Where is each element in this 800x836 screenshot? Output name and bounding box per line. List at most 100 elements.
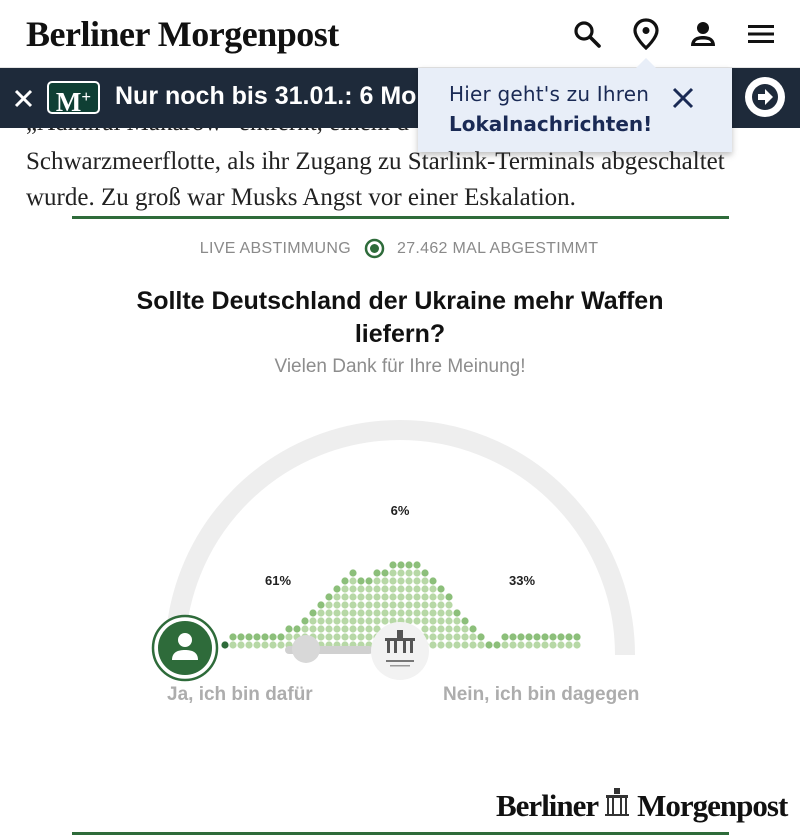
promo-text[interactable]: Nur noch bis 31.01.: 6 Mon <box>115 82 432 110</box>
result-dot <box>285 625 293 633</box>
result-dot <box>397 593 405 601</box>
article-line-3: wurde. Zu groß war Musks Angst vor einer… <box>26 184 576 211</box>
result-dot <box>381 593 389 601</box>
result-dot <box>333 593 341 601</box>
answer-no[interactable]: Nein, ich bin dagegen <box>443 684 640 705</box>
result-dot <box>349 609 357 617</box>
result-dot <box>413 609 421 617</box>
result-dot <box>317 601 325 609</box>
result-dot <box>253 633 261 641</box>
result-dot <box>381 569 389 577</box>
result-dot <box>541 641 549 649</box>
result-dot <box>365 577 373 585</box>
result-dot <box>381 577 389 585</box>
result-dot <box>341 617 349 625</box>
live-indicator-icon <box>364 238 385 259</box>
result-dots <box>221 561 581 649</box>
close-icon[interactable] <box>670 85 696 111</box>
result-dot <box>349 625 357 633</box>
result-dot <box>261 633 269 641</box>
result-dot <box>341 633 349 641</box>
search-icon[interactable] <box>570 16 604 52</box>
result-dot <box>333 609 341 617</box>
result-dot <box>237 633 245 641</box>
result-dot <box>501 641 509 649</box>
result-dot <box>245 633 253 641</box>
result-dot <box>341 625 349 633</box>
result-dot <box>381 585 389 593</box>
result-dot <box>453 625 461 633</box>
result-dot <box>445 633 453 641</box>
result-dot <box>309 617 317 625</box>
result-dot <box>517 633 525 641</box>
result-dot <box>333 617 341 625</box>
result-dot <box>269 633 277 641</box>
result-dot <box>325 633 333 641</box>
result-dot <box>509 641 517 649</box>
result-dot <box>405 561 413 569</box>
result-dot <box>389 593 397 601</box>
result-dot <box>365 609 373 617</box>
result-dot <box>381 617 389 625</box>
result-dot <box>357 625 365 633</box>
result-dot <box>413 601 421 609</box>
result-dot <box>349 585 357 593</box>
result-dot <box>357 593 365 601</box>
result-dot <box>229 633 237 641</box>
result-dot <box>349 601 357 609</box>
result-dot <box>389 601 397 609</box>
result-dot <box>365 633 373 641</box>
result-dot <box>509 633 517 641</box>
result-dot <box>325 601 333 609</box>
result-dot <box>325 593 333 601</box>
article-paragraph: Schwarzmeerflotte, als ihr Zugang zu Sta… <box>26 144 786 216</box>
result-dot <box>429 625 437 633</box>
result-dot <box>429 617 437 625</box>
result-dot <box>349 633 357 641</box>
result-dot <box>373 585 381 593</box>
result-dot <box>445 593 453 601</box>
menu-icon[interactable] <box>744 16 778 52</box>
slider-handle[interactable] <box>292 635 320 663</box>
answer-yes[interactable]: Ja, ich bin dafür <box>167 684 313 705</box>
close-icon[interactable] <box>10 84 38 112</box>
result-dot <box>429 609 437 617</box>
result-dot <box>437 601 445 609</box>
result-dot <box>333 585 341 593</box>
yes-avatar[interactable] <box>151 614 219 682</box>
result-dot <box>533 641 541 649</box>
result-dot <box>541 633 549 641</box>
result-dot <box>317 633 325 641</box>
user-icon[interactable] <box>686 16 720 52</box>
result-dot <box>421 625 429 633</box>
result-dot <box>325 625 333 633</box>
site-logo[interactable]: Berliner Morgenpost <box>26 14 339 54</box>
result-dot <box>413 577 421 585</box>
result-dot <box>437 633 445 641</box>
result-dot <box>421 585 429 593</box>
result-label-yes: 61% <box>265 573 291 588</box>
result-dot <box>421 569 429 577</box>
result-dot <box>357 577 365 585</box>
divider-top <box>72 216 729 219</box>
result-dot <box>437 609 445 617</box>
tooltip-link[interactable]: Lokalnachrichten! <box>449 112 653 136</box>
result-dot <box>373 593 381 601</box>
local-news-tooltip[interactable]: Hier geht's zu Ihren Lokalnachrichten! <box>418 58 732 152</box>
result-dot <box>341 593 349 601</box>
result-dot <box>557 633 565 641</box>
result-dot <box>429 641 437 649</box>
result-dot <box>349 617 357 625</box>
tooltip-text: Hier geht's zu Ihren <box>449 82 650 106</box>
result-dot <box>573 633 581 641</box>
result-dot <box>229 641 237 649</box>
result-dot <box>333 625 341 633</box>
result-dot <box>357 633 365 641</box>
arrow-right-icon[interactable] <box>745 77 785 117</box>
result-dot <box>429 601 437 609</box>
result-dot <box>413 561 421 569</box>
result-label-no: 33% <box>509 573 535 588</box>
poll-thanks: Vielen Dank für Ihre Meinung! <box>274 356 526 377</box>
location-pin-icon[interactable] <box>629 16 663 52</box>
result-dot <box>373 617 381 625</box>
